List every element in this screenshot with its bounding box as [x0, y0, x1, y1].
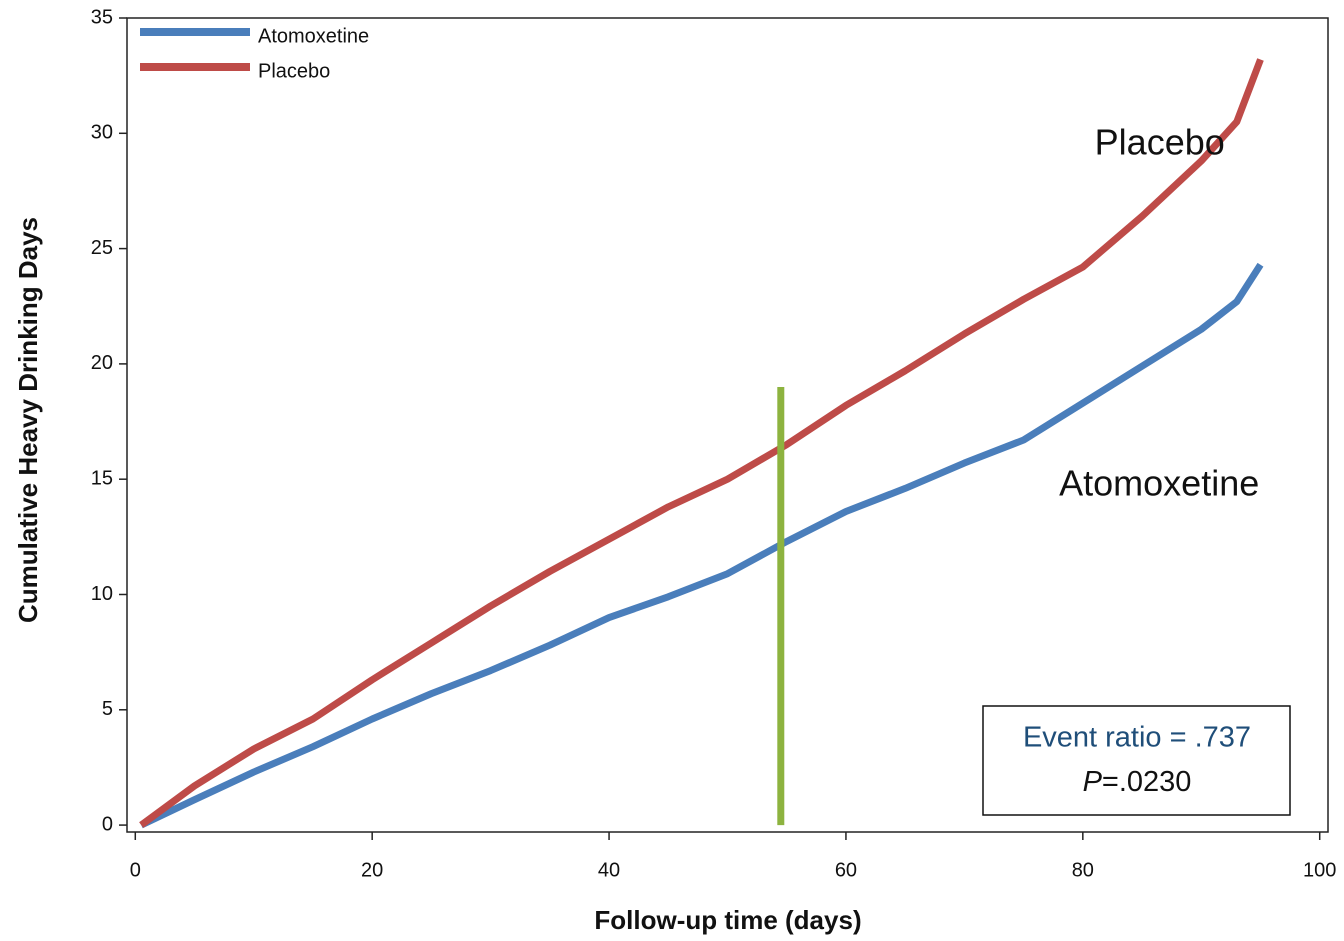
x-tick-label: 80 [1072, 859, 1094, 881]
y-tick-label: 15 [91, 467, 113, 489]
x-tick-label: 20 [361, 859, 383, 881]
p-symbol: P [1083, 766, 1103, 798]
stats-box [982, 705, 1291, 816]
x-tick-label: 40 [598, 859, 620, 881]
y-axis-label: Cumulative Heavy Drinking Days [13, 217, 43, 623]
p-value: =.0230 [1102, 766, 1192, 798]
series-annotation: Atomoxetine [1059, 463, 1259, 504]
y-tick-label: 30 [91, 122, 113, 144]
y-tick-label: 20 [91, 352, 113, 374]
legend-label: Placebo [258, 60, 330, 82]
plot-frame [126, 17, 1329, 833]
y-tick-label: 10 [91, 583, 113, 605]
legend-label: Atomoxetine [258, 25, 369, 47]
series-line [139, 262, 1264, 829]
x-tick-label: 60 [835, 859, 857, 881]
event-ratio: Event ratio = .737 [1023, 722, 1251, 754]
x-tick-label: 100 [1303, 859, 1336, 881]
y-tick-label: 5 [102, 698, 113, 720]
series-annotation: Placebo [1095, 121, 1225, 162]
x-tick-label: 0 [130, 859, 141, 881]
y-tick-label: 0 [102, 813, 113, 835]
y-tick-label: 25 [91, 237, 113, 259]
y-tick-label: 35 [91, 6, 113, 28]
x-axis-label: Follow-up time (days) [594, 905, 861, 935]
series-line [139, 58, 1264, 828]
p-value-text: P=.0230 [1083, 766, 1192, 798]
